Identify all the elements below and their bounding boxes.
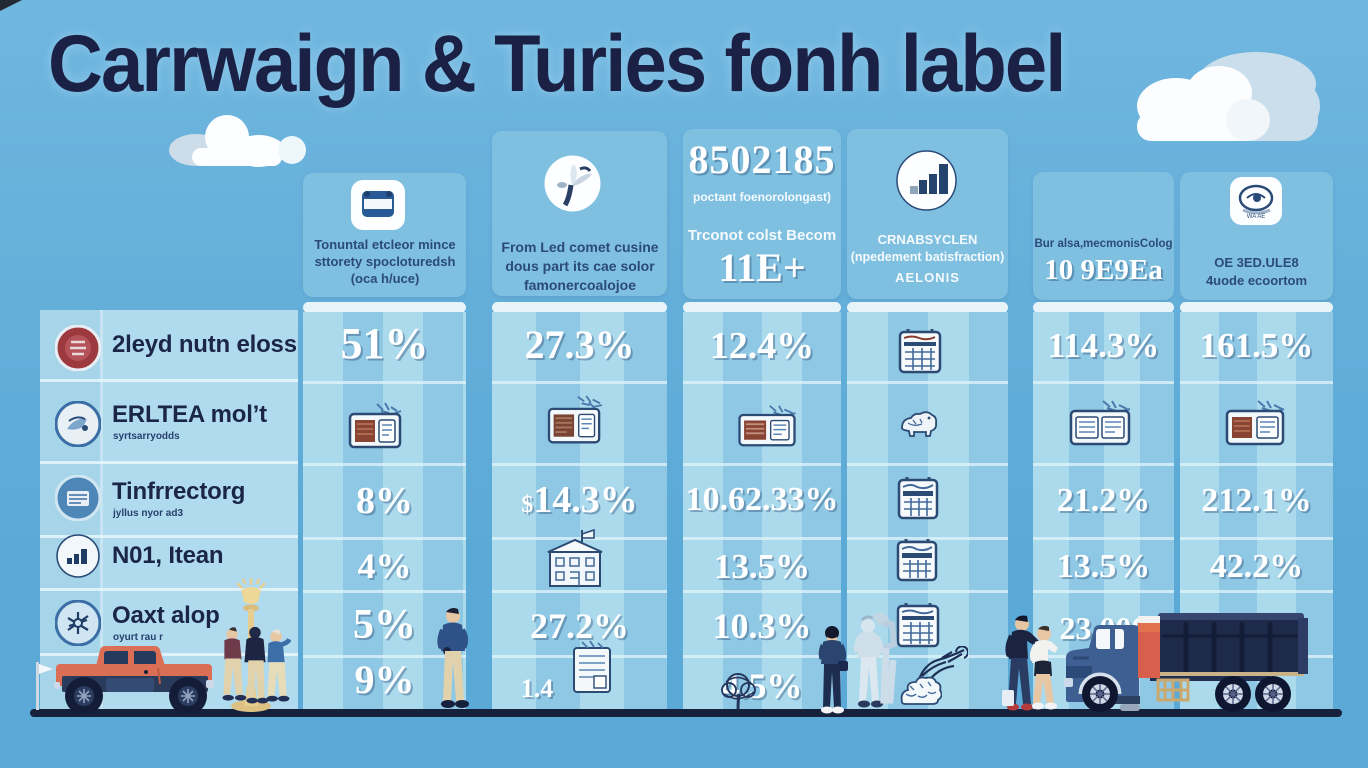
svg-text:WA AE: WA AE	[1247, 214, 1265, 220]
